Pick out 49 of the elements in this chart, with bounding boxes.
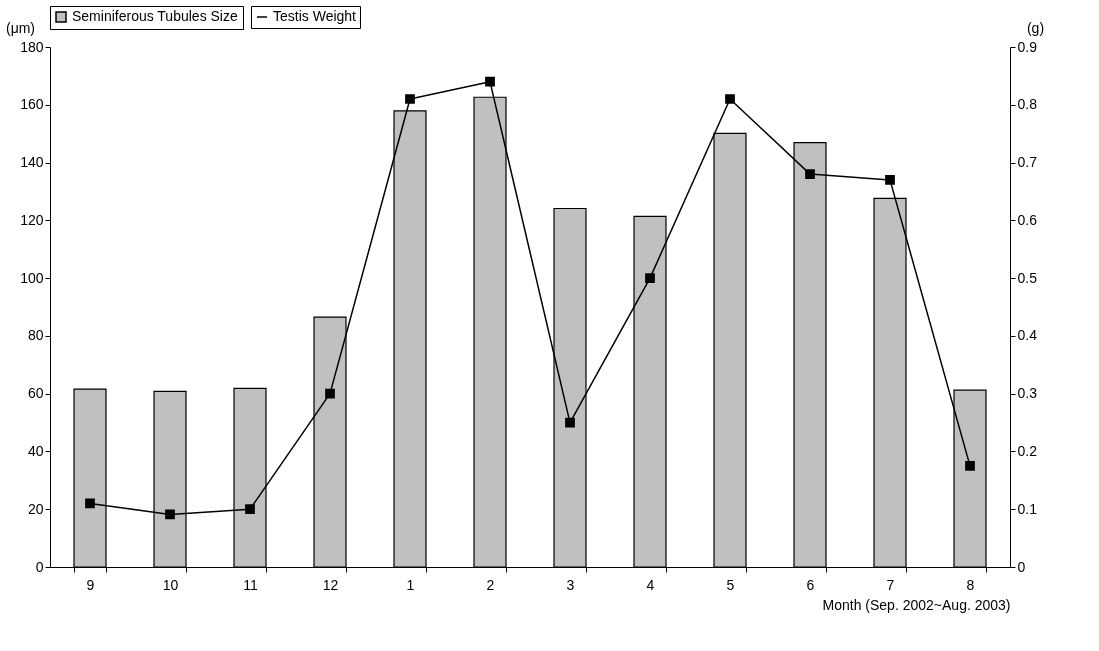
y2-tick-label: 0.9: [1017, 38, 1038, 55]
y-tick-label: 80: [27, 327, 44, 344]
x-tick-label: 5: [726, 576, 735, 593]
y2-tick-label: 0.7: [1017, 154, 1038, 171]
legend-label: Testis Weight: [273, 8, 357, 24]
point: [805, 169, 815, 179]
point: [645, 273, 655, 283]
point: [245, 504, 255, 515]
y-tick-label: 20: [27, 500, 44, 517]
x-tick-label: 12: [322, 576, 339, 593]
y-tick-label: 120: [20, 211, 44, 228]
point: [325, 388, 335, 399]
point: [565, 417, 575, 428]
y-tick-label: 40: [27, 442, 44, 459]
x-tick-label: 2: [486, 576, 495, 593]
x-tick-label: 8: [966, 576, 975, 593]
y-tick-label: 100: [20, 269, 44, 286]
y-tick-label: 160: [20, 96, 44, 113]
x-tick-label: 9: [86, 576, 95, 593]
y-tick-label: 180: [20, 38, 44, 55]
x-tick-label: 7: [886, 576, 895, 593]
x-tick-label: 4: [646, 576, 655, 593]
point: [725, 94, 735, 104]
x-tick-label: 6: [806, 576, 815, 593]
point: [85, 498, 95, 509]
y2-tick-label: 0.5: [1017, 269, 1038, 286]
y2-tick-label: 0.4: [1017, 327, 1038, 344]
x-axis-title: Month (Sep. 2002~Aug. 2003): [822, 596, 1011, 613]
y-axis-title: (μm): [5, 19, 36, 36]
y2-tick-label: 0.2: [1017, 442, 1038, 459]
point: [485, 76, 495, 87]
x-tick-label: 11: [243, 576, 258, 593]
x-tick-label: 10: [162, 576, 179, 593]
y-tick-label: 0: [35, 558, 44, 575]
x-tick-label: 1: [406, 576, 415, 593]
y2-tick-label: 0.6: [1017, 211, 1038, 228]
y-tick-label: 140: [20, 154, 44, 171]
y-tick-label: 60: [27, 385, 44, 402]
y2-axis-title: (g): [1026, 19, 1045, 36]
point: [965, 461, 975, 471]
y2-tick-label: 0.1: [1017, 500, 1038, 517]
x-tick-label: 3: [566, 576, 575, 593]
y2-tick-label: 0.8: [1017, 96, 1038, 113]
y2-tick-label: 0.3: [1017, 385, 1038, 402]
legend-label: Seminiferous Tubules Size: [72, 8, 238, 24]
y2-tick-label: 0: [1017, 558, 1026, 575]
point: [165, 509, 175, 520]
point: [405, 94, 415, 104]
point: [885, 175, 895, 185]
